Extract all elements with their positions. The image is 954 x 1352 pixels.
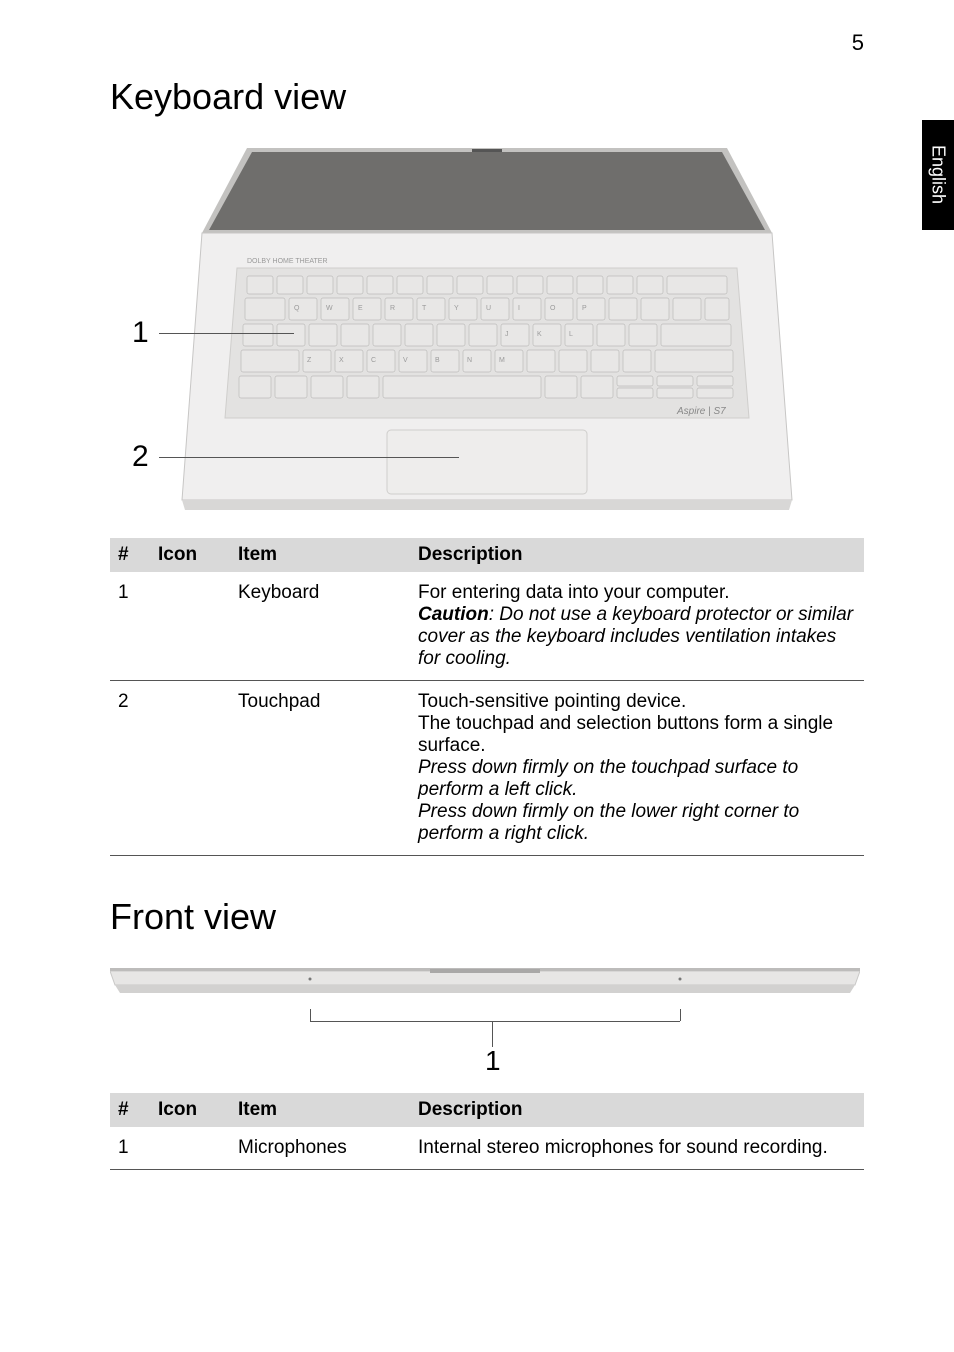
row-desc: Internal stereo microphones for sound re… (410, 1127, 864, 1170)
callout-bracket (680, 1009, 681, 1021)
svg-text:Q: Q (294, 305, 300, 312)
dolby-label: DOLBY HOME THEATER (247, 258, 328, 265)
svg-text:U: U (486, 305, 491, 312)
row-num: 1 (110, 1127, 150, 1170)
svg-text:Z: Z (307, 357, 312, 364)
row-item: Touchpad (230, 681, 410, 856)
table-header-num: # (110, 1093, 150, 1127)
front-view-table: # Icon Item Description 1 Microphones In… (110, 1093, 864, 1170)
desc-text: The touchpad and selection buttons form … (418, 713, 833, 756)
keyboard-view-table: # Icon Item Description 1 Keyboard For e… (110, 538, 864, 856)
svg-text:X: X (339, 357, 344, 364)
row-num: 2 (110, 681, 150, 856)
row-desc: For entering data into your computer. Ca… (410, 572, 864, 681)
svg-text:N: N (467, 357, 472, 364)
svg-text:V: V (403, 357, 408, 364)
callout-number-2: 2 (132, 440, 149, 474)
front-view-figure: 1 (110, 963, 860, 1083)
row-desc: Touch-sensitive pointing device. The tou… (410, 681, 864, 856)
row-icon (150, 1127, 230, 1170)
laptop-keyboard-figure: 1 2 DOLBY HOME THEATER (177, 138, 797, 518)
svg-text:L: L (569, 331, 573, 338)
svg-text:J: J (505, 331, 509, 338)
row-icon (150, 681, 230, 856)
desc-text: Press down firmly on the lower right cor… (418, 801, 799, 844)
svg-text:E: E (358, 305, 363, 312)
row-num: 1 (110, 572, 150, 681)
callout-leader-line (492, 1021, 493, 1047)
table-header-num: # (110, 538, 150, 572)
svg-text:R: R (390, 305, 395, 312)
svg-text:P: P (582, 305, 587, 312)
svg-text:K: K (537, 331, 542, 338)
table-header-icon: Icon (150, 538, 230, 572)
key-row (241, 350, 733, 372)
heading-keyboard-view: Keyboard view (110, 76, 864, 118)
svg-text:T: T (422, 305, 427, 312)
desc-text: Press down firmly on the touchpad surfac… (418, 757, 798, 800)
key-row (247, 276, 727, 294)
callout-bracket (310, 1021, 680, 1022)
svg-text:W: W (326, 305, 333, 312)
row-item: Microphones (230, 1127, 410, 1170)
table-row: 1 Microphones Internal stereo microphone… (110, 1127, 864, 1170)
table-header-item: Item (230, 538, 410, 572)
laptop-front-illustration (110, 963, 860, 1003)
desc-text: For entering data into your computer. (418, 582, 730, 603)
caution-label: Caution (418, 604, 489, 625)
row-icon (150, 572, 230, 681)
row-item: Keyboard (230, 572, 410, 681)
callout-leader-line (159, 457, 459, 458)
callout-number-1: 1 (132, 316, 149, 350)
page-number: 5 (110, 30, 864, 56)
language-tab: English (922, 120, 954, 230)
svg-text:Y: Y (454, 305, 459, 312)
svg-text:M: M (499, 357, 505, 364)
table-header-desc: Description (410, 538, 864, 572)
table-row: 2 Touchpad Touch-sensitive pointing devi… (110, 681, 864, 856)
callout-number-1: 1 (485, 1045, 501, 1077)
svg-text:B: B (435, 357, 440, 364)
callout-bracket (310, 1009, 311, 1021)
callout-leader-line (159, 333, 294, 334)
svg-text:C: C (371, 357, 376, 364)
heading-front-view: Front view (110, 896, 864, 938)
table-header-item: Item (230, 1093, 410, 1127)
table-row: 1 Keyboard For entering data into your c… (110, 572, 864, 681)
svg-text:O: O (550, 305, 556, 312)
laptop-brand-label: Aspire | S7 (676, 406, 726, 417)
table-header-desc: Description (410, 1093, 864, 1127)
desc-text: Touch-sensitive pointing device. (418, 691, 686, 712)
table-header-icon: Icon (150, 1093, 230, 1127)
laptop-illustration: DOLBY HOME THEATER (177, 138, 797, 518)
svg-text:I: I (518, 305, 520, 312)
